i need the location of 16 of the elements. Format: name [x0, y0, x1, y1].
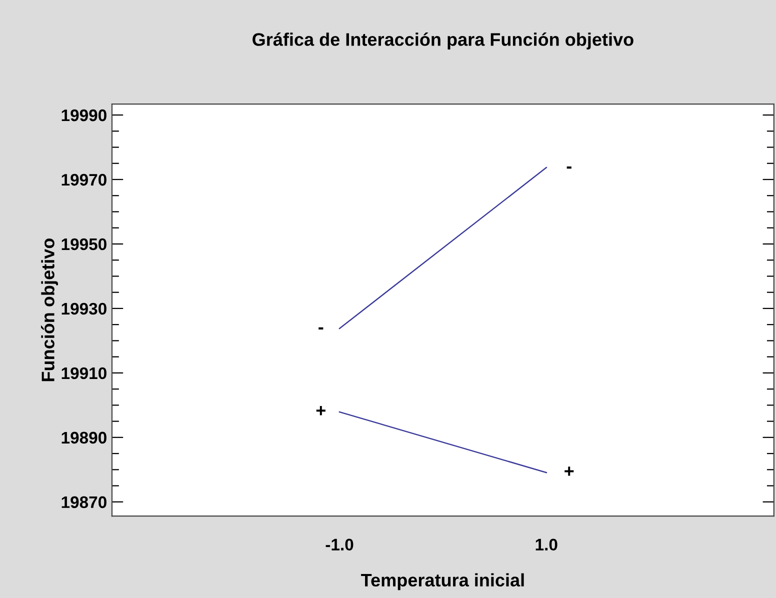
chart-title: Gráfica de Interacción para Función objetivo — [252, 32, 634, 50]
y-tick-label: 19910 — [62, 367, 106, 380]
y-tick-label: 19950 — [62, 238, 106, 250]
x-tick-label: -1.0 — [326, 538, 354, 551]
y-tick-label: 19990 — [62, 109, 106, 122]
y-tick-label: 19870 — [62, 496, 106, 508]
y-tick-label: 19970 — [62, 174, 106, 186]
y-axis-title: Función objetivo — [41, 238, 58, 382]
y-tick-label: 19890 — [62, 432, 106, 444]
text: - — [566, 166, 572, 169]
x-axis-title: Temperatura inicial — [361, 573, 524, 590]
series-label: + — [316, 406, 326, 416]
y-tick-label: 19930 — [62, 302, 106, 315]
x-tick-label: 1.0 — [536, 538, 558, 551]
text: + — [564, 466, 574, 476]
series-label: - — [318, 327, 324, 330]
